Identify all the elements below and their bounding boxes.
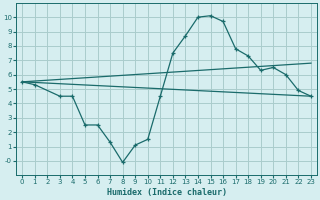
X-axis label: Humidex (Indice chaleur): Humidex (Indice chaleur) <box>107 188 227 197</box>
